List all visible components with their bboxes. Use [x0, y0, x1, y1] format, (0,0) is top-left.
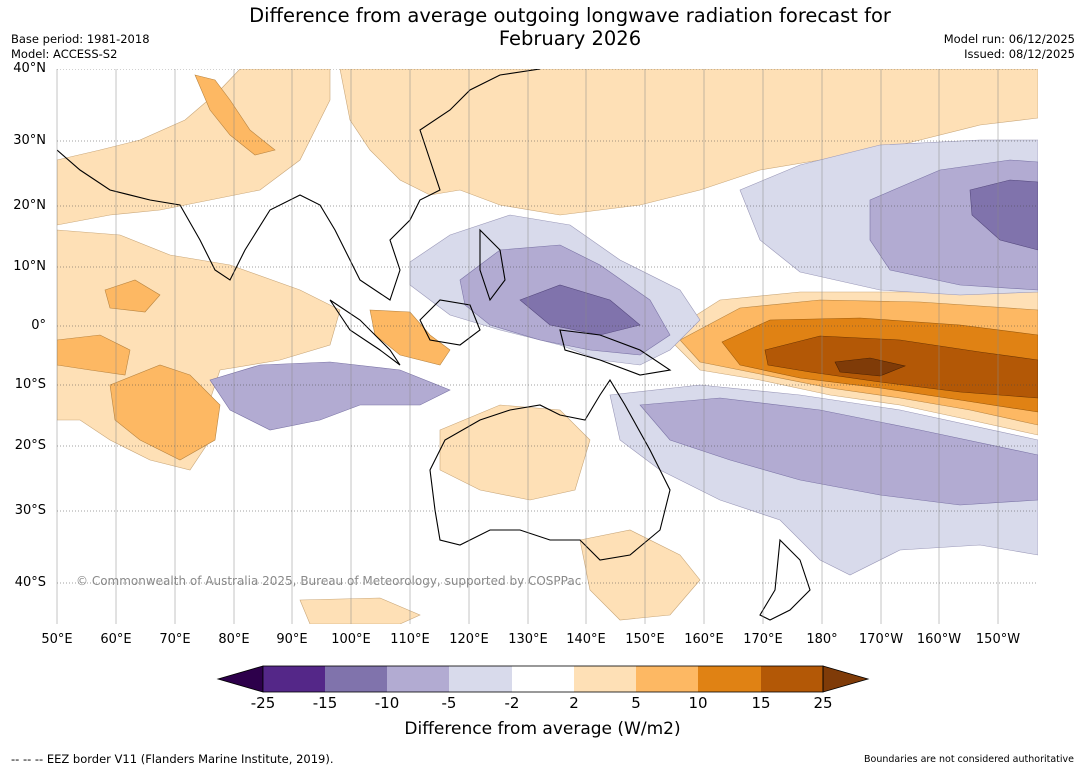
coast-new-zealand	[759, 538, 811, 621]
copyright-notice: © Commonwealth of Australia 2025, Bureau…	[76, 574, 582, 588]
colorbar-label: Difference from average (W/m2)	[404, 719, 681, 739]
lat-label-20n: 20°N	[13, 198, 46, 213]
coast-australia	[429, 378, 671, 561]
lat-label-10n: 10°N	[13, 259, 46, 274]
title-line-2: February 2026	[498, 27, 642, 50]
lon-label-80e: 80°E	[218, 632, 250, 647]
colorbar	[216, 665, 870, 693]
coast-sumatra	[329, 299, 401, 366]
lat-label-40n: 40°N	[13, 61, 46, 76]
lon-label-50e: 50°E	[41, 632, 73, 647]
anomaly-australia-positive	[439, 404, 591, 501]
anomaly-pacific-over-25	[834, 357, 907, 377]
lon-label-160w: 160°W	[916, 632, 962, 647]
coast-new-guinea	[559, 329, 672, 376]
lat-label-30s: 30°S	[14, 503, 46, 518]
colorbar-bin-4	[449, 666, 512, 692]
colorbar-tick: 2	[569, 694, 579, 712]
colorbar-bin-8	[698, 666, 761, 692]
colorbar-bin-9	[761, 666, 823, 692]
meridians	[115, 69, 999, 624]
title-line-1: Difference from average outgoing longwav…	[249, 4, 891, 27]
model-name: Model: ACCESS-S2	[11, 47, 118, 61]
issued-date: Issued: 08/12/2025	[964, 47, 1075, 61]
colorbar-bin-2	[325, 666, 387, 692]
anomaly-arabia-positive	[57, 69, 331, 226]
colorbar-bin-7	[636, 666, 698, 692]
coastlines	[57, 69, 811, 621]
lon-label-70e: 70°E	[159, 632, 191, 647]
colorbar-tick: 25	[813, 694, 833, 712]
anomaly-himalaya-5-10	[194, 74, 276, 156]
anomaly-indian-5-10-b	[109, 364, 221, 461]
chart-title: Difference from average outgoing longwav…	[170, 4, 970, 50]
model-run: Model run: 06/12/2025	[943, 32, 1075, 46]
colorbar-bin-1	[263, 666, 325, 692]
lon-label-100e: 100°E	[331, 632, 371, 647]
lon-label-150e: 150°E	[625, 632, 665, 647]
lon-label-150w: 150°W	[975, 632, 1021, 647]
colorbar-tick: -2	[504, 694, 520, 712]
anomaly-indian-5-10-c	[104, 279, 161, 313]
boundary-disclaimer: Boundaries are not considered authoritat…	[864, 754, 1074, 765]
coast-borneo	[419, 299, 481, 346]
anomaly-south-pacific-neg-5-10	[639, 397, 1038, 506]
colorbar-bin-5	[512, 666, 574, 692]
lon-label-60e: 60°E	[100, 632, 132, 647]
lon-label-160e: 160°E	[684, 632, 724, 647]
colorbar-bin-6	[574, 666, 636, 692]
lat-label-30n: 30°N	[13, 133, 46, 148]
colorbar-tick: 10	[688, 694, 708, 712]
anomaly-south-indian-neg	[209, 361, 451, 431]
lat-label-40s: 40°S	[14, 575, 46, 590]
lon-label-90e: 90°E	[276, 632, 308, 647]
lon-label-180: 180°	[806, 632, 838, 647]
lat-label-10s: 10°S	[14, 377, 46, 392]
colorbar-tick: 5	[631, 694, 641, 712]
colorbar-tick: -15	[312, 694, 338, 712]
anomaly-north-pacific-neg-10-15	[969, 179, 1038, 251]
colorbar-tick: 15	[751, 694, 771, 712]
lat-label-20s: 20°S	[14, 438, 46, 453]
colorbar-bin-3	[387, 666, 449, 692]
olr-anomaly-field	[57, 69, 1038, 624]
eez-legend: -- -- -- EEZ border V11 (Flanders Marine…	[11, 752, 334, 766]
colorbar-extend-max	[822, 665, 870, 693]
lon-label-110e: 110°E	[390, 632, 430, 647]
anomaly-north-pacific-positive	[339, 69, 1038, 216]
anomaly-southeast-australia-positive	[579, 529, 701, 621]
anomaly-maritime-neg-10-15	[519, 284, 641, 336]
lat-label-equator: 0°	[31, 318, 46, 333]
colorbar-extend-min	[216, 665, 264, 693]
meta-left: Base period: 1981-2018 Model: ACCESS-S2	[11, 32, 150, 62]
base-period: Base period: 1981-2018	[11, 32, 150, 46]
anomaly-indian-5-10	[57, 334, 131, 376]
lon-label-170w: 170°W	[858, 632, 904, 647]
lon-label-130e: 130°E	[508, 632, 548, 647]
lon-label-120e: 120°E	[449, 632, 489, 647]
colorbar-tick: -5	[441, 694, 457, 712]
coast-philippines	[479, 228, 506, 302]
colorbar-tick: -25	[250, 694, 276, 712]
lon-label-170e: 170°E	[743, 632, 783, 647]
coast-asia	[57, 69, 541, 301]
colorbar-tick: -10	[374, 694, 400, 712]
meta-right: Model run: 06/12/2025 Issued: 08/12/2025	[944, 32, 1075, 62]
lon-label-140e: 140°E	[566, 632, 606, 647]
